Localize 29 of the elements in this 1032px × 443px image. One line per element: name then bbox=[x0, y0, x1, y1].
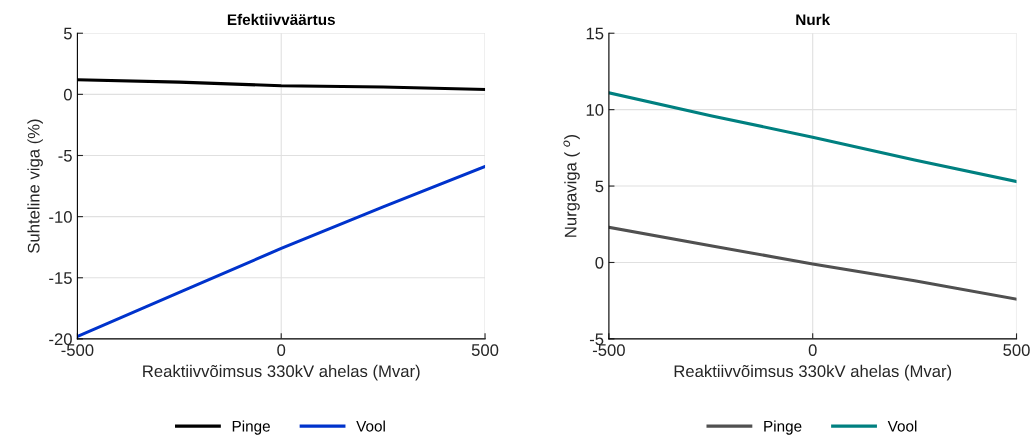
y-tick-label: 15 bbox=[586, 27, 604, 40]
x-tick-label: 500 bbox=[471, 344, 499, 356]
x-tick-label: 0 bbox=[808, 344, 817, 356]
x-tick-label: 0 bbox=[277, 344, 286, 356]
chart-title: Nurk bbox=[796, 13, 831, 26]
x-tick-label: 500 bbox=[1003, 344, 1030, 356]
line-series bbox=[608, 91, 1017, 183]
y-axis-title: Nurgaviga ( $^{o}$) bbox=[563, 135, 580, 237]
y-tick-label: 5 bbox=[595, 180, 604, 193]
chart-title: Efektiivväärtus bbox=[227, 13, 335, 26]
y-tick-label: -20 bbox=[49, 333, 72, 346]
x-axis-title: Reaktiivvõimsus 330kV ahelas (Mvar) bbox=[143, 364, 420, 381]
x-tick-label: -500 bbox=[61, 344, 94, 356]
y-axis-title: Suhteline viga (%) bbox=[27, 119, 43, 253]
y-tick-label: 0 bbox=[63, 88, 72, 101]
y-tick-label: 0 bbox=[595, 256, 604, 269]
legend-label: Vool bbox=[887, 420, 917, 432]
legend-label: Vool bbox=[356, 420, 385, 432]
y-tick-label: -5 bbox=[58, 150, 72, 162]
line-series bbox=[608, 225, 1017, 301]
legend-label: Pinge bbox=[232, 420, 270, 435]
y-tick-label: -5 bbox=[589, 333, 604, 346]
y-tick-label: 5 bbox=[63, 27, 72, 40]
y-tick-label: -15 bbox=[49, 272, 72, 284]
x-axis-title: Reaktiivvõimsus 330kV ahelas (Mvar) bbox=[674, 364, 952, 381]
y-tick-label: 10 bbox=[586, 104, 604, 116]
y-tick-label: -10 bbox=[49, 211, 72, 223]
x-tick-label: -500 bbox=[592, 344, 625, 356]
legend-label: Pinge bbox=[764, 420, 802, 435]
